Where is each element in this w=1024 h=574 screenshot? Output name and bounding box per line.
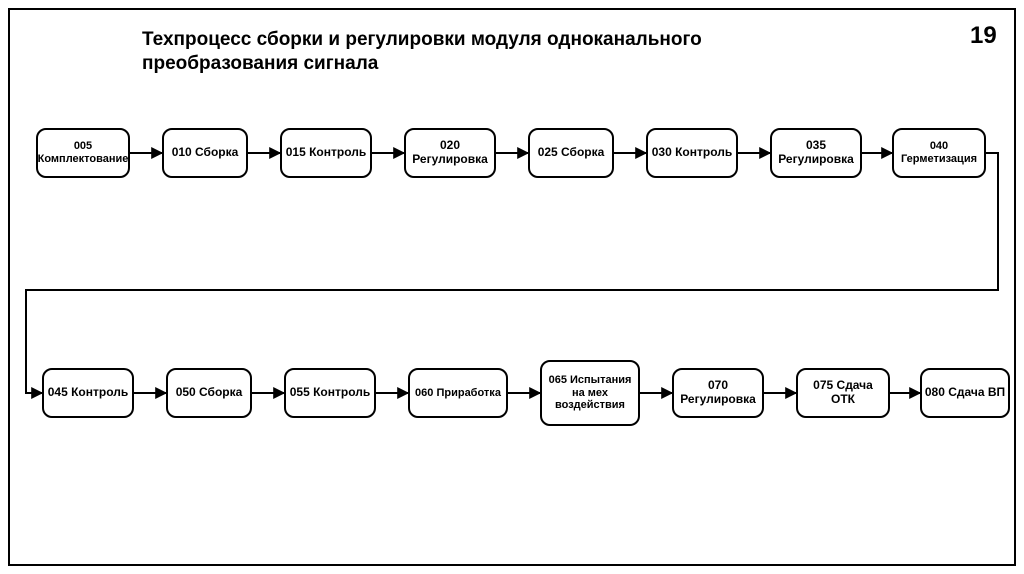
flow-node-n020: 020 Регулировка — [404, 128, 496, 178]
flow-node-n015: 015 Контроль — [280, 128, 372, 178]
flow-node-n060: 060 Приработка — [408, 368, 508, 418]
flow-node-n080: 080 Сдача ВП — [920, 368, 1010, 418]
diagram-title: Техпроцесс сборки и регулировки модуля о… — [142, 28, 782, 76]
flow-node-n070: 070 Регулировка — [672, 368, 764, 418]
flow-node-n040: 040 Герметизация — [892, 128, 986, 178]
flow-node-n045: 045 Контроль — [42, 368, 134, 418]
page-number: 19 — [970, 22, 997, 50]
outer-frame — [8, 8, 1016, 566]
flow-node-n035: 035 Регулировка — [770, 128, 862, 178]
flow-node-n010: 010 Сборка — [162, 128, 248, 178]
flow-node-n030: 030 Контроль — [646, 128, 738, 178]
flow-node-n050: 050 Сборка — [166, 368, 252, 418]
flow-node-n025: 025 Сборка — [528, 128, 614, 178]
flow-node-n005: 005 Комплектование — [36, 128, 130, 178]
flow-node-n055: 055 Контроль — [284, 368, 376, 418]
diagram-canvas: Техпроцесс сборки и регулировки модуля о… — [0, 0, 1024, 574]
flow-node-n075: 075 Сдача ОТК — [796, 368, 890, 418]
flow-node-n065: 065 Испытания на мех воздействия — [540, 360, 640, 426]
